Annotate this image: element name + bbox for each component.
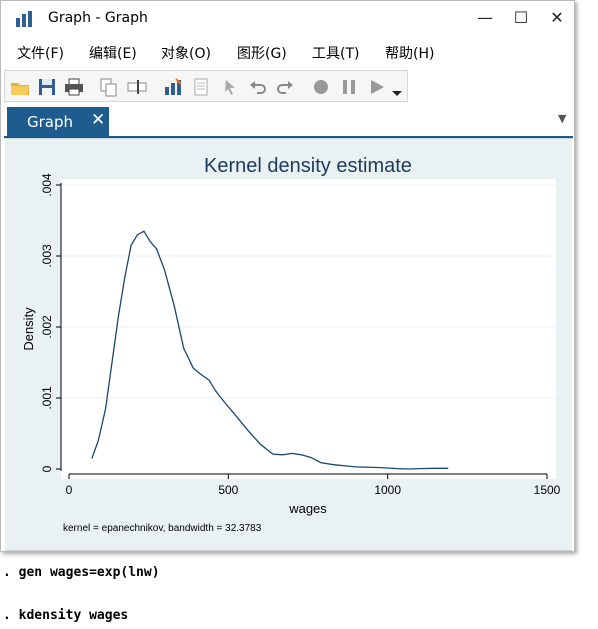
maximize-button[interactable]: ☐: [513, 8, 529, 27]
window-title: Graph - Graph: [48, 10, 148, 26]
plot-region: [61, 179, 556, 479]
minimize-button[interactable]: —: [477, 8, 493, 27]
menu-object[interactable]: 对象(O): [161, 46, 211, 62]
x-tick-label-3: 1500: [534, 483, 561, 497]
rename-icon[interactable]: [126, 76, 148, 98]
menu-help[interactable]: 帮助(H): [385, 46, 435, 62]
close-button[interactable]: ✕: [550, 8, 564, 27]
record-icon[interactable]: [310, 76, 332, 98]
stata-graph-app-icon: [15, 10, 35, 28]
undo-icon[interactable]: [247, 76, 269, 98]
more-icon[interactable]: [389, 76, 405, 98]
y-tick-label-3: .003: [40, 244, 54, 268]
title-bar[interactable]: Graph - Graph — ☐ ✕: [1, 1, 574, 37]
kernel-density-chart: 0 .001 .002 .003 .004 0 500 1000 1500 Kernel de…: [21, 155, 561, 534]
tab-graph-label: Graph: [27, 113, 74, 131]
print-icon[interactable]: [63, 76, 85, 98]
x-tick-label-0: 0: [66, 483, 73, 497]
redo-icon[interactable]: [274, 76, 296, 98]
y-tick-label-2: .002: [40, 315, 54, 339]
copy-icon[interactable]: [98, 76, 120, 98]
y-axis-label: Density: [21, 307, 36, 351]
toolbar: [4, 70, 408, 102]
graph-window: Graph - Graph — ☐ ✕ 文件(F) 编辑(E) 对象(O) 图形…: [0, 0, 575, 552]
graph-editor-icon[interactable]: [162, 76, 184, 98]
density-curve: [91, 230, 449, 470]
tab-close-icon[interactable]: ✕: [91, 110, 106, 130]
chart-title: Kernel density estimate: [204, 155, 412, 177]
tab-strip: Graph ✕ ▼: [4, 106, 573, 138]
x-tick-label-2: 1000: [374, 483, 401, 497]
tab-list-dropdown-icon[interactable]: ▼: [558, 112, 567, 125]
y-tick-label-1: .001: [40, 386, 54, 410]
y-axis: 0 .001 .002 .003 .004: [40, 173, 62, 472]
x-axis-label: wages: [288, 501, 327, 516]
console-line-1: . gen wages=exp(lnw): [3, 565, 160, 580]
open-icon[interactable]: [9, 76, 31, 98]
tab-graph[interactable]: Graph ✕: [7, 107, 109, 136]
save-icon[interactable]: [36, 76, 58, 98]
pointer-icon[interactable]: [219, 76, 241, 98]
menu-file[interactable]: 文件(F): [17, 46, 64, 62]
pause-icon[interactable]: [338, 76, 360, 98]
chart-note: kernel = epanechnikov, bandwidth = 32.37…: [63, 523, 262, 534]
console-line-2: . kdensity wages: [3, 608, 129, 623]
x-tick-label-1: 500: [218, 483, 238, 497]
graph-canvas: 0 .001 .002 .003 .004 0 500 1000 1500 Kernel de…: [5, 138, 572, 551]
menu-bar: 文件(F) 编辑(E) 对象(O) 图形(G) 工具(T) 帮助(H): [1, 39, 574, 65]
y-tick-label-0: 0: [40, 465, 54, 472]
menu-edit[interactable]: 编辑(E): [89, 46, 137, 62]
gridlines: [61, 184, 556, 399]
document-icon[interactable]: [190, 76, 212, 98]
y-tick-label-4: .004: [40, 173, 54, 197]
menu-tools[interactable]: 工具(T): [312, 46, 360, 62]
menu-graph[interactable]: 图形(G): [237, 46, 287, 62]
play-icon[interactable]: [366, 76, 388, 98]
x-axis: 0 500 1000 1500: [66, 473, 561, 497]
